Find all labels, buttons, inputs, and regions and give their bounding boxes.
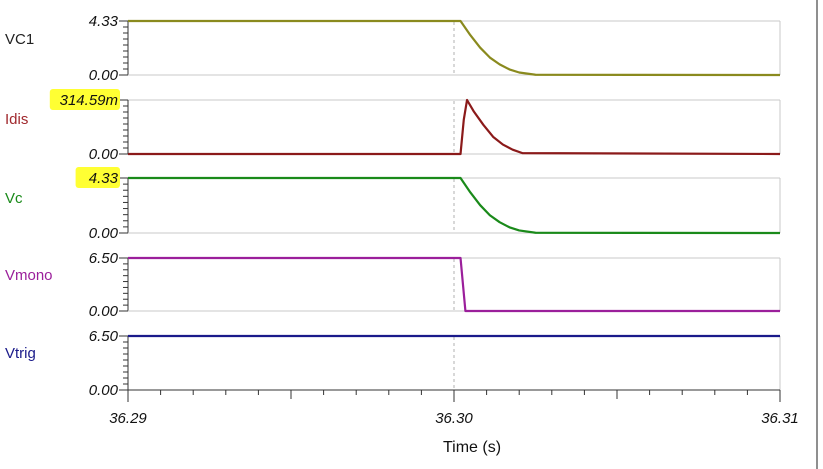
signal-name: Idis bbox=[5, 111, 28, 128]
signal-name: Vtrig bbox=[5, 345, 36, 362]
y-max-tick-label: 314.59m bbox=[60, 92, 118, 109]
y-min-tick-label: 0.00 bbox=[89, 67, 119, 84]
y-max-tick-label: 4.33 bbox=[89, 170, 119, 187]
y-min-tick-label: 0.00 bbox=[89, 146, 119, 163]
y-min-tick-label: 0.00 bbox=[89, 382, 119, 399]
label-highlight bbox=[49, 89, 120, 110]
y-max-tick-label: 6.50 bbox=[89, 250, 119, 267]
x-axis-title: Time (s) bbox=[443, 439, 501, 456]
y-min-tick-label: 0.00 bbox=[89, 303, 119, 320]
y-max-tick-label: 6.50 bbox=[89, 328, 119, 345]
signal-name: Vmono bbox=[5, 267, 53, 284]
signal-name: VC1 bbox=[5, 31, 34, 48]
trace-vc bbox=[128, 176, 781, 235]
trace-vmono bbox=[128, 256, 780, 313]
signal-name: Vc bbox=[5, 190, 23, 207]
x-tick-label: 36.29 bbox=[109, 410, 147, 427]
y-max-tick-label: 4.33 bbox=[89, 13, 119, 30]
label-highlight bbox=[75, 167, 120, 188]
trace-idis bbox=[128, 98, 781, 156]
trace-vc1 bbox=[128, 19, 781, 77]
x-tick-label: 36.30 bbox=[435, 410, 473, 427]
y-min-tick-label: 0.00 bbox=[89, 225, 119, 242]
x-tick-label: 36.31 bbox=[761, 410, 799, 427]
